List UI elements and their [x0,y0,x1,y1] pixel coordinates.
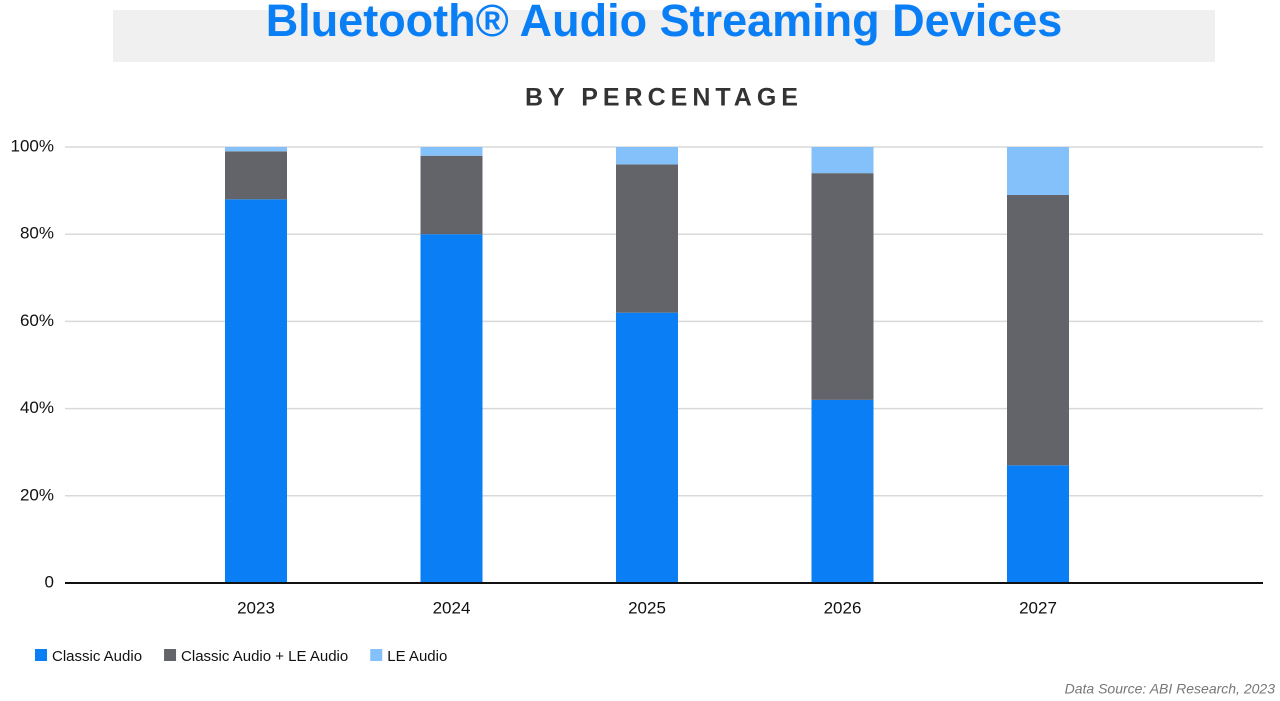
bar-segment [616,312,678,583]
legend-label: Classic Audio [52,648,142,665]
bar-segment [420,147,483,156]
legend-label: Classic Audio + LE Audio [181,648,348,665]
bar-segment [225,151,287,200]
y-tick-label: 100% [11,136,54,155]
bar-segment [811,173,874,400]
y-tick-label: 80% [20,224,54,243]
legend-swatch [35,649,47,661]
source-note: Data Source: ABI Research, 2023 [1065,681,1276,697]
chart-title: Bluetooth® Audio Streaming Devices [266,0,1063,46]
bar-segment [811,399,874,583]
y-tick-label: 60% [20,311,54,330]
x-tick-label: 2025 [628,598,666,617]
bar-segment [225,147,287,152]
y-tick-label: 20% [20,485,54,504]
x-tick-label: 2027 [1019,598,1057,617]
bar-segment [420,234,483,583]
title-background [113,10,1215,62]
bar-segment [616,147,678,165]
legend-swatch [370,649,383,661]
bar-segment [616,164,678,313]
bar-segment [1007,147,1069,195]
legend-label: LE Audio [387,648,447,665]
chart-subtitle: BY PERCENTAGE [525,84,803,112]
y-tick-label: 0 [45,572,54,591]
x-tick-label: 2023 [237,598,275,617]
x-tick-label: 2024 [433,598,471,617]
y-tick-label: 40% [20,398,54,417]
bar-segment [420,155,483,235]
legend-swatch [164,649,177,661]
bar-segment [1007,465,1069,583]
bar-segment [811,147,874,174]
bar-segment [1007,194,1069,466]
bar-segment [225,199,287,583]
x-tick-label: 2026 [824,598,862,617]
